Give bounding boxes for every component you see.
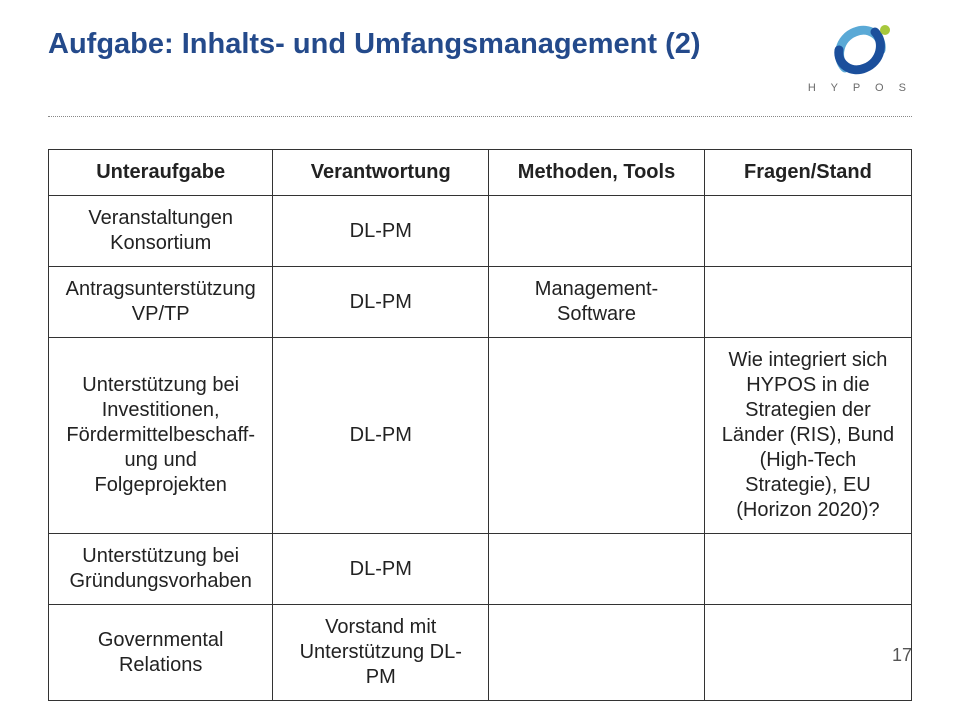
cell-sub: Unterstützung bei Gründungsvorhaben bbox=[49, 534, 273, 605]
cell-tools: Management-Software bbox=[489, 267, 705, 338]
cell-resp: DL-PM bbox=[273, 196, 489, 267]
cell-qs bbox=[704, 534, 911, 605]
cell-qs: Wie integriert sich HYPOS in die Strateg… bbox=[704, 338, 911, 534]
logo-text: H Y P O S bbox=[808, 82, 912, 94]
table-row: Unterstützung bei Gründungsvorhaben DL-P… bbox=[49, 534, 912, 605]
logo-swirl-icon bbox=[825, 22, 895, 78]
table-row: Antragsunterstützun­g VP/TP DL-PM Manage… bbox=[49, 267, 912, 338]
cell-sub: Antragsunterstützun­g VP/TP bbox=[49, 267, 273, 338]
slide: Aufgabe: Inhalts- und Umfangsmanagement … bbox=[0, 0, 960, 684]
cell-sub: Unterstützung bei Investitionen, Förderm… bbox=[49, 338, 273, 534]
table-row: Veranstaltungen Konsortium DL-PM bbox=[49, 196, 912, 267]
cell-resp: DL-PM bbox=[273, 267, 489, 338]
cell-sub: Veranstaltungen Konsortium bbox=[49, 196, 273, 267]
cell-sub: Governmental Relations bbox=[49, 605, 273, 701]
col-header-tools: Methoden, Tools bbox=[489, 150, 705, 196]
col-header-qs: Fragen/Stand bbox=[704, 150, 911, 196]
cell-qs bbox=[704, 267, 911, 338]
col-header-sub: Unteraufgabe bbox=[49, 150, 273, 196]
page-number: 17 bbox=[892, 645, 912, 666]
table-row: Unterstützung bei Investitionen, Förderm… bbox=[49, 338, 912, 534]
cell-resp: DL-PM bbox=[273, 338, 489, 534]
cell-resp: Vorstand mit Unterstützung DL-PM bbox=[273, 605, 489, 701]
page-title: Aufgabe: Inhalts- und Umfangsmanagement … bbox=[48, 28, 701, 61]
content-table: Unteraufgabe Verantwortung Methoden, Too… bbox=[48, 149, 912, 701]
table-row: Governmental Relations Vorstand mit Unte… bbox=[49, 605, 912, 701]
hypos-logo: H Y P O S bbox=[808, 22, 912, 94]
cell-tools bbox=[489, 196, 705, 267]
title-row: Aufgabe: Inhalts- und Umfangsmanagement … bbox=[48, 28, 912, 94]
table-header-row: Unteraufgabe Verantwortung Methoden, Too… bbox=[49, 150, 912, 196]
cell-resp: DL-PM bbox=[273, 534, 489, 605]
col-header-resp: Verantwortung bbox=[273, 150, 489, 196]
cell-tools bbox=[489, 605, 705, 701]
dotted-divider bbox=[48, 116, 912, 117]
cell-tools bbox=[489, 534, 705, 605]
cell-qs bbox=[704, 605, 911, 701]
cell-qs bbox=[704, 196, 911, 267]
cell-tools bbox=[489, 338, 705, 534]
